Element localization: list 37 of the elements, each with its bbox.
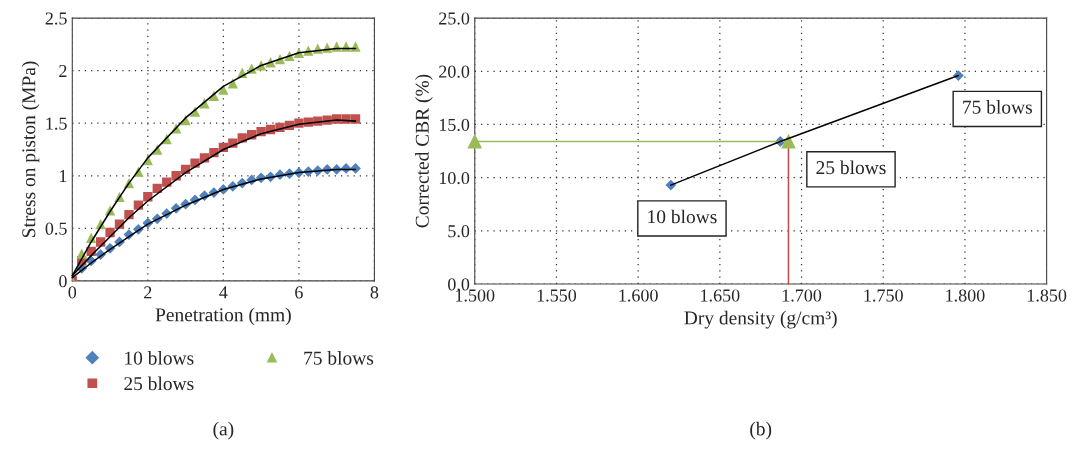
x-tick-label: 1.500 [456, 289, 495, 302]
text: (a) [213, 421, 234, 440]
y-tick-label: 2 [59, 64, 67, 77]
y-tick-label: 25.0 [439, 12, 470, 25]
x-tick-label: 1.800 [946, 289, 985, 302]
x-tick-label: 2 [144, 286, 152, 299]
x-tick-label: 1.650 [701, 289, 740, 302]
x-tick-label: 1.700 [782, 289, 822, 302]
annotation: 75 blows [963, 100, 1032, 114]
y-tick-label: 0.5 [45, 222, 67, 235]
legend-label: 25 blows [124, 376, 194, 391]
y-tick-label: 10.0 [439, 171, 470, 185]
y-axis-title: Stress on piston (MPa) [21, 61, 40, 238]
x-tick-label: 1.600 [619, 289, 658, 302]
x-tick-label: 0 [68, 286, 77, 299]
x-tick-label: 1.750 [864, 289, 903, 302]
x-tick-label: 1.550 [537, 289, 577, 302]
x-tick-label: 4 [219, 286, 228, 299]
x-tick-label: 1.850 [1027, 289, 1067, 302]
y-tick-label: 0.0 [448, 278, 470, 291]
y-axis-title: Corrected CBR (%) [415, 74, 433, 228]
annotation: 25 blows [816, 160, 886, 175]
annotation: 10 blows [648, 209, 717, 224]
y-tick-label: 2.5 [45, 12, 67, 25]
y-tick-label: 0 [59, 275, 67, 288]
y-tick-label: 15.0 [439, 118, 470, 132]
x-axis-title: Dry density (g/cm³) [684, 310, 837, 329]
x-tick-label: 8 [370, 286, 379, 299]
x-axis-title: Penetration (mm) [155, 307, 291, 326]
legend-label: 10 blows [125, 351, 194, 365]
y-tick-label: 1 [59, 170, 67, 183]
y-tick-label: 5.0 [448, 225, 470, 238]
text: (b) [750, 421, 772, 440]
legend-label: 75 blows [304, 351, 374, 365]
y-tick-label: 1.5 [46, 117, 67, 130]
x-tick-label: 6 [295, 286, 303, 299]
y-tick-label: 20.0 [439, 65, 470, 78]
